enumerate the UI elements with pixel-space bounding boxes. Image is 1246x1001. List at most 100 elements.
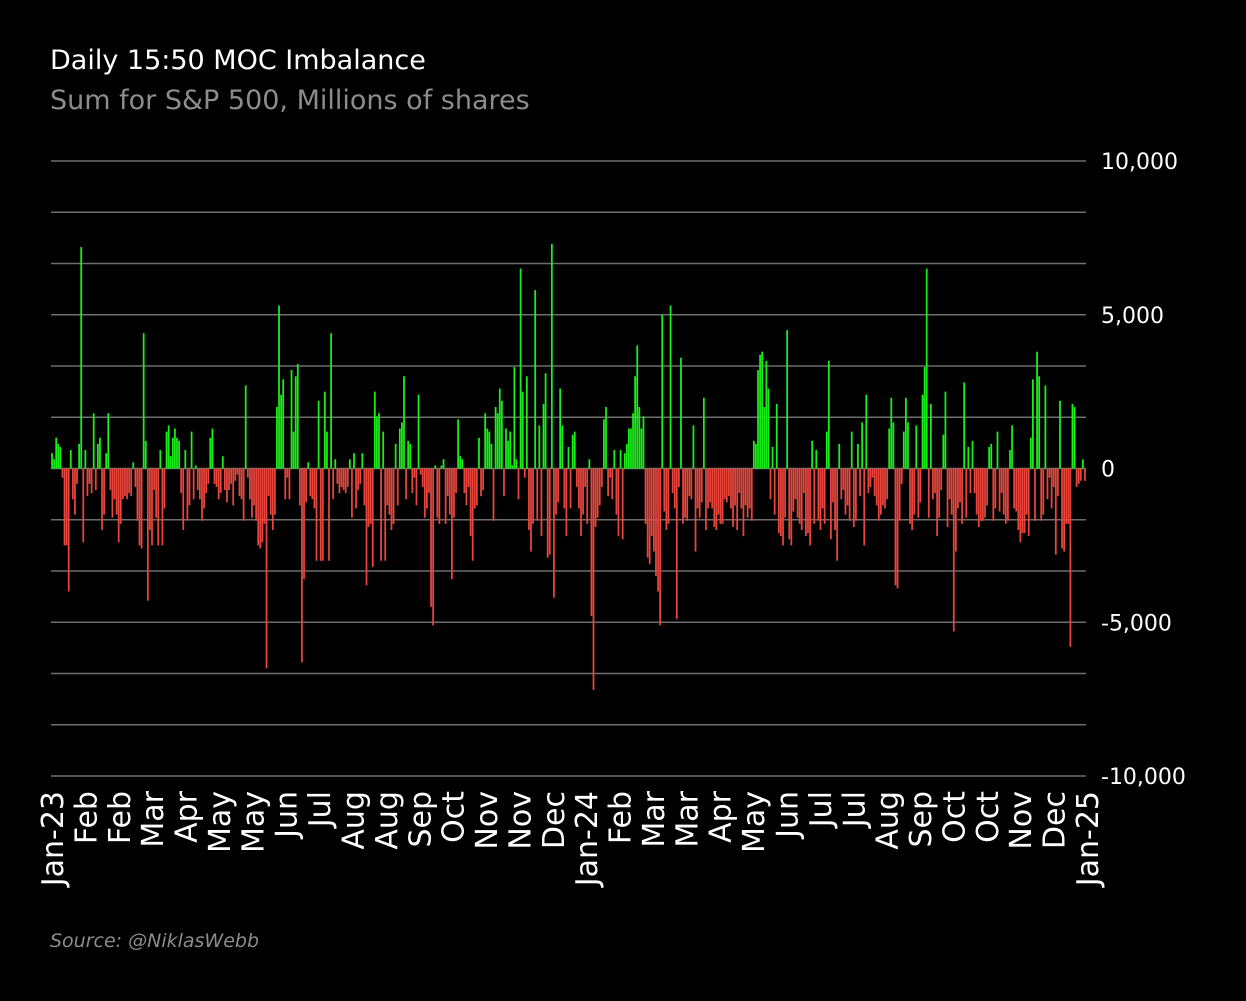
bar-positive (857, 443, 859, 469)
bar-positive (348, 459, 351, 469)
bar-negative (961, 468, 963, 524)
x-tick-label: Jan-23 (36, 791, 71, 888)
bar-negative (319, 468, 322, 561)
bar-negative (469, 468, 472, 537)
bar-negative (340, 468, 343, 487)
bar-negative (927, 468, 930, 518)
bar-negative (217, 468, 220, 500)
bar-negative (1067, 468, 1070, 524)
bar-negative (430, 468, 432, 607)
bar-negative (465, 468, 468, 506)
bar-negative (153, 468, 155, 491)
bar-negative (284, 468, 287, 500)
bar-negative (188, 468, 191, 506)
bar-negative (657, 468, 659, 592)
bar-positive (484, 413, 487, 469)
bar-positive (1073, 407, 1076, 469)
bar-positive (282, 379, 285, 469)
bar-positive (515, 459, 518, 469)
bar-positive (209, 437, 212, 469)
bar-negative (846, 468, 849, 506)
bar-negative (1057, 468, 1059, 497)
bar-negative (917, 468, 920, 518)
chart-title: Daily 15:50 MOC Imbalance (50, 45, 426, 76)
bar-negative (655, 468, 657, 577)
bar-positive (752, 440, 755, 469)
bar-negative (74, 468, 76, 515)
bar-negative (957, 468, 959, 509)
bar-negative (582, 468, 584, 515)
bar-positive (915, 425, 918, 469)
bar-negative (932, 468, 934, 500)
bar-positive (767, 388, 770, 469)
bar-negative (301, 468, 303, 663)
bar-negative (446, 468, 449, 497)
x-tick-label: Mar (670, 790, 705, 847)
bar-positive (1071, 403, 1074, 469)
bar-positive (661, 314, 664, 469)
bar-negative (311, 468, 314, 500)
bar-negative (844, 468, 847, 515)
bar-negative (475, 468, 478, 506)
bar-negative (909, 468, 911, 524)
bar-positive (105, 453, 108, 469)
bar-negative (328, 468, 330, 561)
bar-negative (1065, 468, 1068, 524)
bar-negative (946, 468, 949, 527)
bar-negative (780, 468, 782, 537)
bar-negative (607, 468, 609, 497)
bar-negative (648, 468, 651, 564)
bar-negative (834, 468, 836, 530)
bar-positive (636, 345, 639, 469)
bar-negative (186, 468, 189, 521)
bar-positive (963, 382, 966, 469)
bar-negative (823, 468, 826, 524)
bar-positive (53, 459, 56, 469)
bar-negative (879, 468, 882, 515)
bar-positive (838, 443, 841, 469)
bar-positive (407, 440, 410, 469)
bar-negative (863, 468, 866, 546)
bar-negative (807, 468, 809, 534)
bar-negative (288, 468, 291, 500)
x-tick-label: Mar (136, 790, 171, 847)
bar-positive (892, 422, 895, 469)
bar-negative (390, 468, 393, 530)
bar-negative (1000, 468, 1003, 494)
bar-negative (817, 468, 820, 521)
bar-negative (877, 468, 880, 521)
bar-positive (1044, 385, 1047, 469)
bar-positive (902, 431, 905, 469)
bar-positive (107, 413, 110, 469)
bar-negative (984, 468, 986, 518)
bar-negative (1019, 468, 1022, 543)
x-tick-label: Sep (904, 791, 939, 848)
bar-negative (598, 468, 601, 506)
bar-positive (51, 453, 53, 469)
bar-negative (586, 468, 589, 524)
bar-negative (575, 468, 578, 487)
bar-negative (684, 468, 687, 518)
bar-positive (1011, 425, 1013, 469)
x-tick-label: Jul (837, 791, 872, 829)
bar-negative (365, 468, 368, 586)
bar-negative (342, 468, 345, 491)
bar-negative (800, 468, 803, 530)
bar-negative (90, 468, 93, 494)
bar-positive (625, 443, 628, 469)
bar-positive (544, 373, 547, 469)
bar-positive (292, 431, 295, 469)
bar-positive (169, 456, 172, 469)
bar-positive (630, 428, 632, 469)
bar-negative (744, 468, 747, 506)
bar-positive (759, 354, 761, 469)
bar-positive (923, 367, 926, 469)
bar-negative (1042, 468, 1045, 515)
y-tick-label: 5,000 (1101, 304, 1164, 329)
bar-negative (517, 468, 520, 500)
bar-negative (711, 468, 714, 509)
bar-negative (88, 468, 91, 484)
bar-negative (224, 468, 226, 491)
bar-negative (805, 468, 807, 537)
bar-negative (998, 468, 1001, 512)
